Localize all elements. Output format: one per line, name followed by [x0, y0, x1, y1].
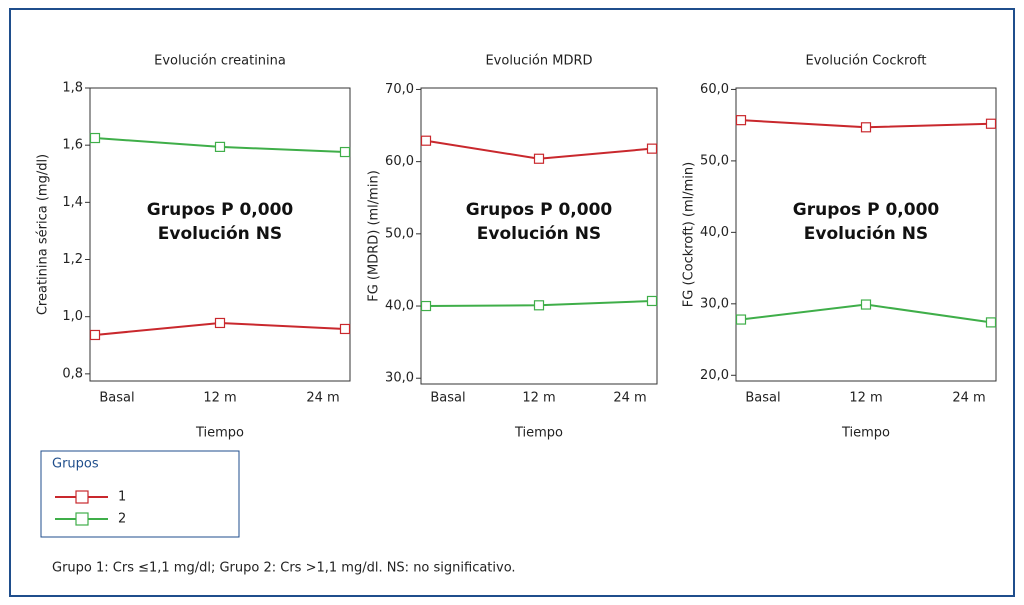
y-tick-label: 20,0 [700, 368, 729, 383]
marker [533, 300, 545, 311]
chart-title: Evolución Cockroft [806, 54, 927, 69]
y-axis-label: FG (MDRD) (ml/min) [367, 170, 382, 302]
x-tick-label: Basal [99, 391, 134, 406]
x-axis-label: Tiempo [195, 426, 244, 441]
marker [214, 317, 226, 329]
y-tick-label: 50,0 [700, 153, 729, 168]
frame [9, 8, 1015, 597]
marker [646, 295, 658, 307]
legend-marker [75, 490, 89, 504]
x-tick-label: 24 m [952, 391, 985, 406]
x-axis-label: Tiempo [841, 426, 890, 441]
chart-title: Evolución creatinina [154, 54, 286, 69]
y-tick-label: 1,8 [62, 81, 83, 96]
annotation: Evolución NS [804, 224, 928, 244]
marker [646, 143, 658, 154]
y-tick-label: 40,0 [385, 299, 414, 314]
marker [860, 122, 872, 133]
y-tick-label: 1,2 [62, 252, 83, 267]
marker [985, 118, 997, 129]
marker [735, 314, 747, 325]
x-tick-label: Basal [430, 391, 465, 406]
y-tick-label: 30,0 [700, 296, 729, 311]
x-axis-label: Tiempo [514, 426, 563, 441]
y-axis-label: Creatinina sérica (mg/dl) [36, 154, 51, 315]
marker [339, 146, 351, 158]
x-tick-label: 12 m [203, 391, 236, 406]
marker [420, 300, 432, 312]
footnote: Grupo 1: Crs ≤1,1 mg/dl; Grupo 2: Crs >1… [52, 561, 516, 576]
y-tick-label: 30,0 [385, 371, 414, 386]
annotation: Evolución NS [158, 224, 282, 244]
marker [339, 323, 351, 335]
legend-title: Grupos [52, 457, 99, 472]
marker [985, 317, 997, 328]
legend-box [40, 450, 240, 538]
plot-frame [420, 87, 658, 385]
x-tick-label: 12 m [522, 391, 555, 406]
marker [735, 115, 747, 126]
y-tick-label: 40,0 [700, 225, 729, 240]
marker [214, 141, 226, 152]
plot-frame [89, 87, 351, 382]
y-tick-label: 50,0 [385, 226, 414, 241]
legend-label: 1 [118, 490, 126, 505]
legend-label: 2 [118, 512, 126, 527]
x-tick-label: 24 m [306, 391, 339, 406]
annotation: Evolución NS [477, 224, 601, 244]
marker [89, 132, 101, 144]
marker [860, 299, 872, 310]
y-tick-label: 0,8 [62, 366, 83, 381]
chart-title: Evolución MDRD [485, 54, 592, 69]
marker [420, 135, 432, 146]
marker [89, 329, 101, 341]
y-tick-label: 1,6 [62, 138, 83, 153]
y-axis-label: FG (Cockroft) (ml/min) [682, 162, 697, 307]
y-tick-label: 1,4 [62, 195, 83, 210]
plot-frame [735, 87, 997, 382]
x-tick-label: 24 m [613, 391, 646, 406]
annotation: Grupos P 0,000 [466, 200, 613, 220]
x-tick-label: 12 m [849, 391, 882, 406]
legend-marker [75, 512, 89, 526]
annotation: Grupos P 0,000 [793, 200, 940, 220]
y-tick-label: 60,0 [385, 154, 414, 169]
marker [533, 153, 545, 164]
annotation: Grupos P 0,000 [147, 200, 294, 220]
y-tick-label: 1,0 [62, 309, 83, 324]
y-tick-label: 70,0 [385, 82, 414, 97]
x-tick-label: Basal [745, 391, 780, 406]
y-tick-label: 60,0 [700, 82, 729, 97]
